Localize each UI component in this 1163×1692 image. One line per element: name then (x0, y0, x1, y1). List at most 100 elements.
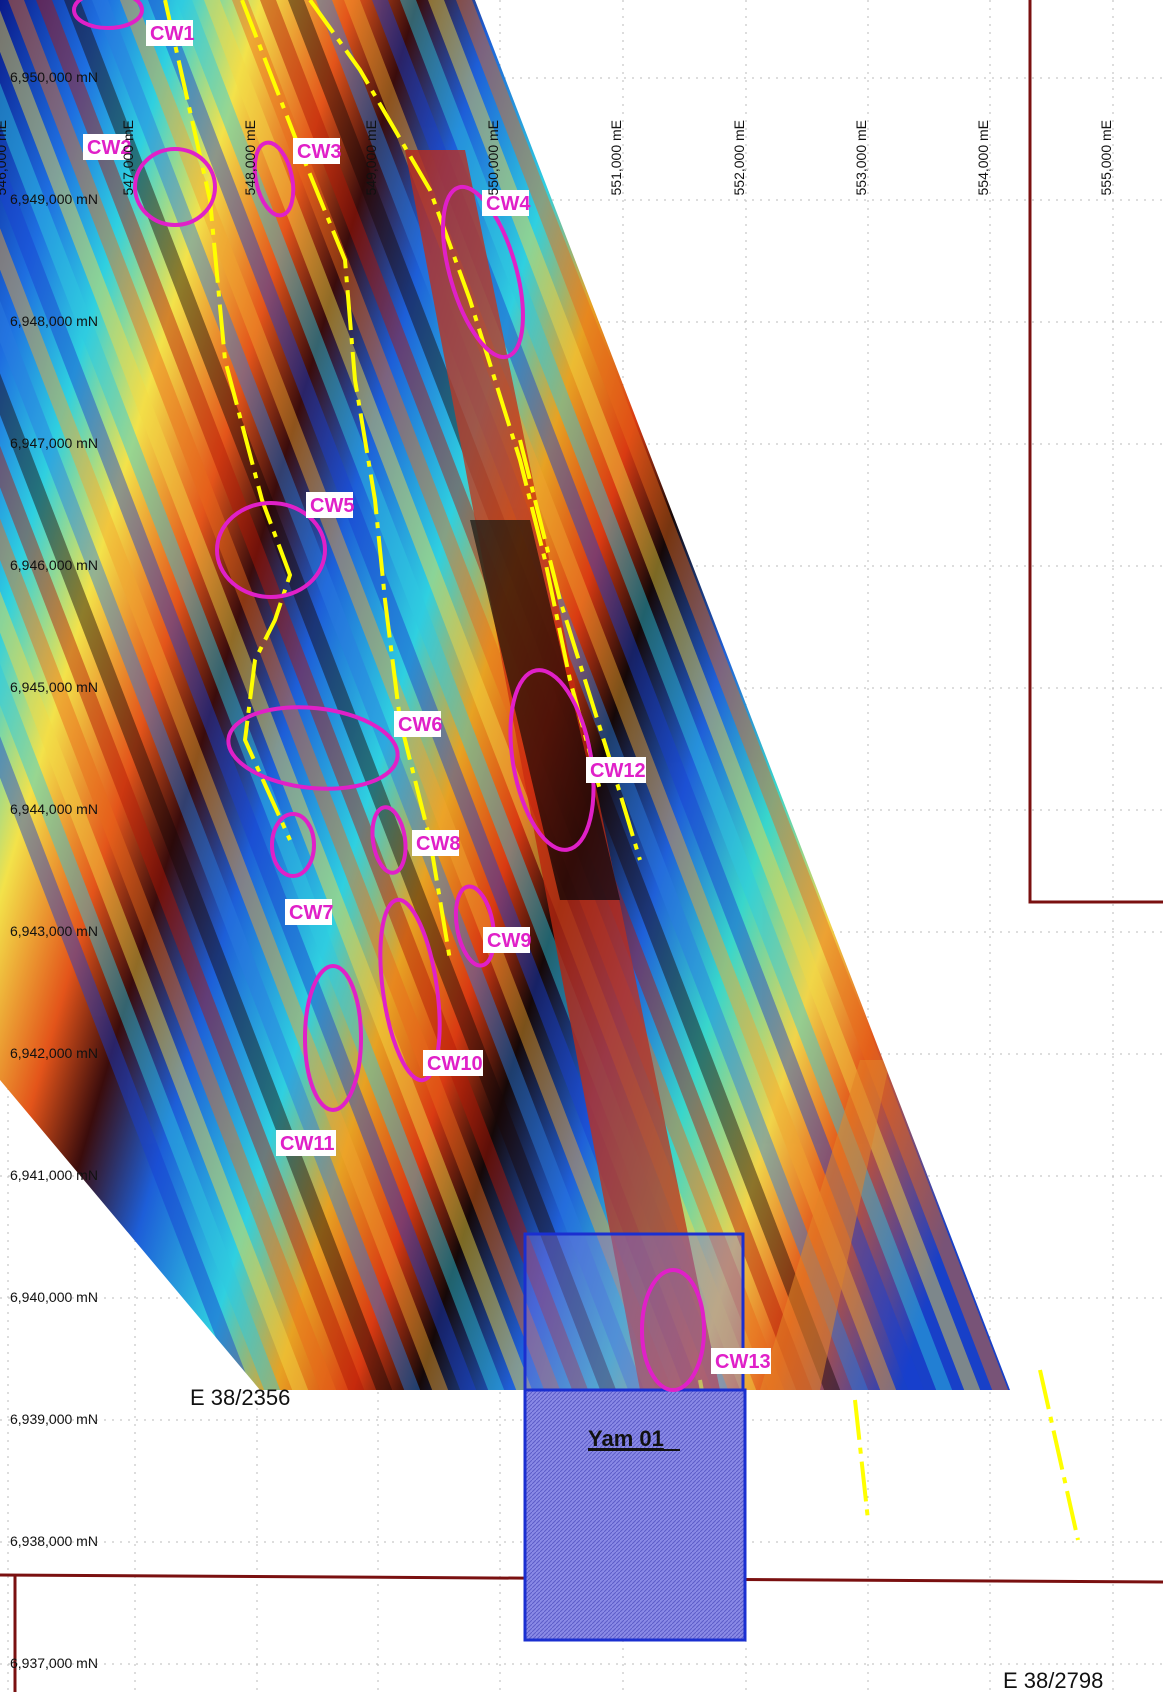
survey-texture-stripe (988, 0, 1010, 1390)
northing-label: 6,949,000 mN (10, 191, 98, 207)
target-label-cw13: CW13 (715, 1351, 771, 1373)
survey-texture-stripe (1100, 0, 1163, 1400)
tenement-boundary-upper (1028, 0, 1163, 904)
target-ellipse-cw4[interactable] (427, 178, 539, 365)
target-label-background (306, 492, 353, 518)
target-label-cw3: CW3 (297, 141, 341, 163)
survey-texture-stripe (0, 0, 256, 1390)
target-ellipse-cw8[interactable] (369, 805, 410, 875)
survey-texture-stripe (904, 0, 1010, 1390)
survey-texture-stripe (120, 0, 676, 1390)
target-label-cw8: CW8 (416, 833, 460, 855)
target-ellipse-cw6[interactable] (224, 699, 401, 796)
survey-texture-stripe (1128, 0, 1163, 1400)
survey-texture-stripe (456, 0, 1010, 1390)
target-ellipse-cw3[interactable] (249, 139, 300, 219)
target-label-cw12: CW12 (590, 760, 646, 782)
target-label-background (423, 1050, 483, 1076)
target-ellipse-cw2[interactable] (133, 147, 217, 227)
target-ellipse-cw7[interactable] (270, 812, 316, 878)
survey-texture-stripe (372, 0, 928, 1390)
target-label-cw11: CW11 (280, 1133, 334, 1155)
northing-label: 6,948,000 mN (10, 313, 98, 329)
target-label-background (285, 899, 332, 925)
easting-label: 554,000 mE (975, 120, 991, 196)
target-ellipse-cw10[interactable] (371, 896, 450, 1084)
easting-label: 552,000 mE (731, 120, 747, 196)
survey-texture-stripe (92, 0, 648, 1390)
easting-label: 546,000 mE (0, 120, 9, 196)
survey-texture-stripe (400, 0, 956, 1390)
northing-label: 6,939,000 mN (10, 1411, 98, 1427)
northing-label: 6,943,000 mN (10, 923, 98, 939)
prospect-yam01[interactable]: Yam 01 (523, 1232, 747, 1642)
easting-axis: 546,000 mE 547,000 mE 548,000 mE 549,000 mE… (0, 120, 1114, 196)
easting-label: 548,000 mE (242, 120, 258, 196)
easting-label: 550,000 mE (485, 120, 501, 196)
northing-axis: 6,950,000 mN 6,949,000 mN 6,948,000 mN 6,94… (10, 69, 98, 1671)
northing-label: 6,950,000 mN (10, 69, 98, 85)
easting-label: 551,000 mE (608, 120, 624, 196)
survey-texture-stripe (0, 0, 452, 1390)
northing-label: 6,941,000 mN (10, 1167, 98, 1183)
magnetic-survey-image (0, 0, 1163, 1400)
target-ellipse-cw11[interactable] (303, 964, 363, 1112)
survey-texture-stripe (0, 0, 368, 1390)
target-ellipse-cw1[interactable] (72, 0, 144, 30)
target-label-background (394, 711, 441, 737)
easting-label: 555,000 mE (1098, 120, 1114, 196)
survey-texture-stripe (0, 0, 396, 1390)
easting-label: 553,000 mE (853, 120, 869, 196)
survey-texture-stripe (1044, 0, 1163, 1400)
target-label-background (482, 190, 529, 216)
target-label-background (276, 1130, 336, 1156)
northing-label: 6,947,000 mN (10, 435, 98, 451)
anomaly-core (470, 520, 620, 900)
survey-texture-stripe (1072, 0, 1163, 1400)
survey-texture-stripe (0, 0, 480, 1390)
survey-texture-stripe (0, 0, 312, 1390)
survey-texture-stripe (0, 0, 508, 1390)
target-label-background (146, 20, 193, 46)
target-label-cw5: CW5 (310, 495, 354, 517)
target-label-cw6: CW6 (398, 714, 442, 736)
prospect-label: Yam 01 (588, 1426, 664, 1451)
northing-label: 6,940,000 mN (10, 1289, 98, 1305)
target-label-background (412, 830, 459, 856)
target-label-cw2: CW2 (87, 137, 131, 159)
target-ellipse-cw12[interactable] (498, 664, 606, 857)
target-label-cw10: CW10 (427, 1053, 483, 1075)
northing-label: 6,937,000 mN (10, 1655, 98, 1671)
northing-label: 6,945,000 mN (10, 679, 98, 695)
survey-texture-stripe (148, 0, 704, 1390)
northing-label: 6,938,000 mN (10, 1533, 98, 1549)
survey-texture-stripe (0, 0, 340, 1390)
survey-texture-stripe (0, 0, 284, 1390)
target-label-cw4: CW4 (486, 193, 531, 215)
easting-label: 547,000 mE (120, 120, 136, 196)
target-label-background (483, 927, 530, 953)
target-ellipse-cw5[interactable] (215, 501, 327, 599)
tenement-label-e38-2798: E 38/2798 (1003, 1668, 1103, 1692)
target-label-cw7: CW7 (289, 902, 333, 924)
northing-label: 6,942,000 mN (10, 1045, 98, 1061)
survey-texture-stripe (1016, 0, 1163, 1400)
target-label-background (83, 134, 130, 160)
target-ellipses (72, 0, 706, 1392)
target-label-background (711, 1348, 771, 1374)
survey-texture-stripe (1156, 0, 1163, 1400)
target-ellipse-cw9[interactable] (450, 883, 499, 968)
target-label-cw1: CW1 (150, 23, 194, 45)
easting-label: 549,000 mE (363, 120, 379, 196)
target-label-background (586, 757, 646, 783)
survey-texture-stripe (0, 0, 424, 1390)
tenement-label-e38-2356: E 38/2356 (190, 1385, 290, 1410)
target-label-background (293, 138, 340, 164)
target-label-cw9: CW9 (487, 930, 531, 952)
cross-structure (760, 1060, 890, 1390)
survey-texture-stripe (428, 0, 984, 1390)
northing-label: 6,946,000 mN (10, 557, 98, 573)
survey-texture-stripe (932, 0, 1010, 1390)
target-ellipse-cw13[interactable] (640, 1268, 706, 1392)
